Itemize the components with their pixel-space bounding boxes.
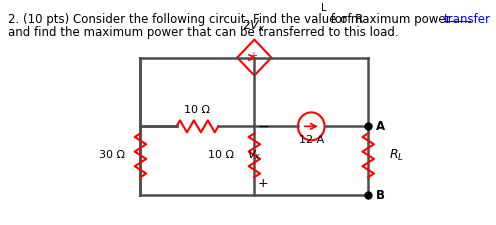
Text: $V_x$: $V_x$ [247, 148, 261, 162]
Text: transfer: transfer [444, 13, 491, 26]
Text: and find the maximum power that can be transferred to this load.: and find the maximum power that can be t… [7, 26, 398, 39]
Text: for maximum power: for maximum power [327, 13, 455, 26]
Text: B: B [376, 189, 385, 202]
Text: +: + [249, 51, 257, 61]
Text: $2V_x$: $2V_x$ [243, 18, 266, 34]
Text: 12 A: 12 A [299, 135, 324, 145]
Text: 10 Ω: 10 Ω [208, 150, 234, 160]
Text: L: L [321, 3, 326, 13]
Text: 2. (10 pts) Consider the following circuit. Find the value of R: 2. (10 pts) Consider the following circu… [7, 13, 363, 26]
Text: 10 Ω: 10 Ω [185, 105, 210, 115]
Text: $R_L$: $R_L$ [389, 148, 404, 163]
Text: A: A [376, 120, 385, 133]
Text: −: − [257, 120, 269, 134]
Text: +: + [257, 177, 268, 190]
Text: 30 Ω: 30 Ω [99, 150, 125, 160]
